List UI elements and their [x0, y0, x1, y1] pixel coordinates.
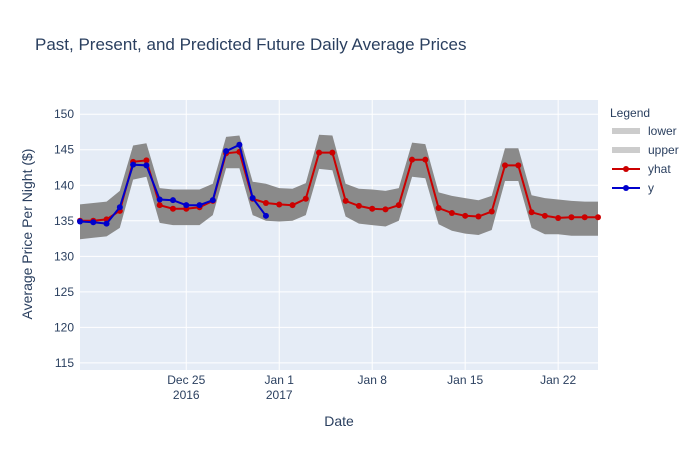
- yhat-point: [395, 202, 402, 209]
- legend-label-lower: lower: [648, 124, 677, 138]
- yhat-point: [488, 208, 495, 215]
- plot-background: [80, 100, 598, 370]
- yhat-point: [302, 195, 309, 202]
- y-point: [223, 148, 230, 155]
- legend-label-y: y: [648, 181, 654, 195]
- yhat-point: [502, 162, 509, 169]
- y-point: [209, 197, 216, 204]
- y-point: [103, 220, 110, 227]
- y-point: [90, 219, 97, 226]
- legend-marker-yhat: [623, 166, 629, 172]
- legend: Legend lower upper yhat y: [610, 106, 679, 195]
- y-tick-label: 135: [54, 214, 74, 228]
- yhat-point: [515, 162, 522, 169]
- chart-title: Past, Present, and Predicted Future Dail…: [35, 35, 467, 54]
- yhat-point: [555, 214, 562, 221]
- y-point: [236, 141, 243, 148]
- y-point: [196, 202, 203, 209]
- y-tick-label: 140: [54, 178, 74, 192]
- legend-swatch-upper: [612, 147, 640, 153]
- y-tick-label: 150: [54, 107, 74, 121]
- yhat-point: [422, 156, 429, 163]
- y-point: [169, 197, 176, 204]
- yhat-point: [289, 202, 296, 209]
- yhat-point: [143, 157, 150, 164]
- x-tick-label-year: 2016: [173, 388, 200, 402]
- x-tick-label: Jan 15: [447, 373, 483, 387]
- y-tick-label: 145: [54, 143, 74, 157]
- y-axis-title: Average Price Per Night ($): [19, 149, 35, 320]
- x-tick-label-year: 2017: [266, 388, 293, 402]
- yhat-point: [329, 149, 336, 156]
- y-point: [183, 202, 190, 209]
- yhat-point: [475, 213, 482, 220]
- x-axis-title: Date: [324, 413, 354, 429]
- legend-label-upper: upper: [648, 143, 679, 157]
- x-tick-label: Jan 22: [540, 373, 576, 387]
- y-point: [156, 196, 163, 203]
- yhat-point: [581, 214, 588, 221]
- yhat-point: [262, 200, 269, 207]
- yhat-point: [448, 209, 455, 216]
- y-point: [262, 212, 269, 219]
- x-tick-label: Dec 25: [167, 373, 205, 387]
- yhat-point: [316, 149, 323, 156]
- yhat-point: [355, 202, 362, 209]
- legend-title: Legend: [610, 106, 650, 120]
- y-point: [116, 204, 123, 211]
- y-tick-label: 130: [54, 249, 74, 263]
- uncertainty-band: [80, 134, 598, 240]
- yhat-point: [369, 205, 376, 212]
- x-tick-label: Jan 8: [358, 373, 388, 387]
- legend-swatch-lower: [612, 128, 640, 134]
- y-point: [77, 218, 83, 225]
- yhat-point: [568, 214, 575, 221]
- y-point: [249, 195, 256, 202]
- y-tick-label: 125: [54, 285, 74, 299]
- yhat-point: [541, 212, 548, 219]
- yhat-point: [342, 197, 349, 204]
- yhat-point: [435, 205, 442, 211]
- yhat-point: [156, 202, 163, 209]
- y-tick-label: 115: [55, 356, 74, 370]
- yhat-point: [595, 214, 601, 221]
- yhat-line: [80, 150, 598, 222]
- yhat-point: [382, 206, 389, 213]
- yhat-point: [462, 212, 469, 219]
- y-point: [143, 162, 150, 169]
- x-tick-label: Jan 1: [265, 373, 295, 387]
- yhat-point: [528, 209, 535, 216]
- legend-marker-y: [623, 185, 629, 191]
- yhat-point: [169, 205, 176, 212]
- y-point: [130, 161, 137, 168]
- yhat-point: [276, 201, 283, 208]
- legend-label-yhat: yhat: [648, 162, 671, 176]
- yhat-point: [409, 156, 416, 163]
- y-tick-label: 120: [54, 320, 74, 334]
